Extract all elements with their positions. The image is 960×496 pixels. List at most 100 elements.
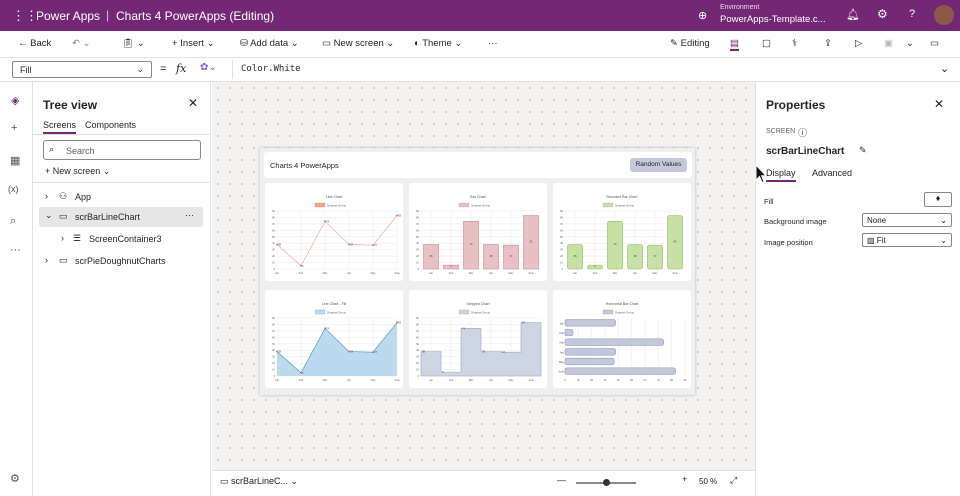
bar <box>587 264 603 270</box>
legend-label: Dataset Demo <box>615 311 635 315</box>
tick-label: 40 <box>416 348 419 352</box>
tree-item-scrpiedoughnutcharts[interactable]: › ▭ scrPieDoughnutCharts <box>39 252 203 270</box>
data-label: 6 <box>450 264 452 268</box>
chart-title: Line Chart <box>326 195 343 199</box>
zoom-in-button[interactable]: + <box>682 474 688 484</box>
tree-view-title: Tree view <box>43 98 98 112</box>
property-dropdown[interactable]: Fill ⌄ <box>12 61 152 78</box>
data-label: 37 <box>510 254 513 258</box>
random-values-button[interactable]: Random Values <box>630 158 687 172</box>
tree-view-toggle-icon[interactable]: ▤ <box>730 38 739 51</box>
tab-display[interactable]: Display <box>766 168 796 182</box>
tick-label: Apr <box>489 378 493 382</box>
edit-icon[interactable]: ✎ <box>859 145 867 155</box>
background-image-label: Background image <box>764 217 827 226</box>
more-icon[interactable]: ··· <box>185 210 194 220</box>
editing-button[interactable]: ✎ Editing <box>670 38 710 49</box>
chevron-down-icon[interactable]: ⌄ <box>45 210 53 220</box>
zoom-slider[interactable] <box>576 479 636 486</box>
image-position-dropdown[interactable]: ▨ Fit ⌄ <box>862 233 952 247</box>
area-fill <box>277 322 397 376</box>
theme-button[interactable]: ◐ Theme ⌄ <box>414 38 463 49</box>
data-icon[interactable]: ▦ <box>10 155 21 167</box>
tick-label: 40 <box>560 241 563 245</box>
tick-label: 70 <box>272 222 275 226</box>
add-data-button[interactable]: ⛁ Add data ⌄ <box>240 38 299 49</box>
paste-icon[interactable]: 📋︎ ⌄ <box>122 38 145 49</box>
tick-label: May <box>371 378 377 382</box>
app-checker-icon[interactable]: ⚕ <box>792 38 798 49</box>
publish-icon[interactable]: ▭ <box>930 38 939 49</box>
gear-icon[interactable]: ⚙ <box>877 7 888 21</box>
close-icon[interactable]: ✕ <box>934 97 945 111</box>
legend-label: Dataset Demo <box>615 204 635 208</box>
tab-screens[interactable]: Screens <box>43 120 77 134</box>
bell-icon[interactable]: 🔔︎ <box>846 9 860 21</box>
environment-picker[interactable]: PowerApps-Template.c... <box>720 14 826 25</box>
zoom-slider-thumb[interactable] <box>602 479 610 486</box>
insert-icon[interactable]: + <box>11 122 18 134</box>
properties-title: Properties <box>766 98 826 112</box>
zoom-level: 50 % <box>699 477 718 486</box>
data-label: 38 <box>422 350 425 354</box>
close-icon[interactable]: ✕ <box>188 96 199 110</box>
tick-label: 80 <box>670 378 673 382</box>
tick-label: 80 <box>272 322 275 326</box>
background-image-dropdown[interactable]: None ⌄ <box>862 213 952 227</box>
chevron-right-icon[interactable]: › <box>45 255 48 265</box>
comment-icon[interactable]: ▢ <box>762 38 771 49</box>
app-screen: Charts 4 PowerApps Random Values Line Ch… <box>260 148 695 395</box>
tree-item-app[interactable]: › ⚇ App <box>39 188 203 206</box>
save-dropdown-icon[interactable]: ⌄ <box>906 38 914 49</box>
search-input[interactable]: ⌕ Search <box>43 140 201 160</box>
tick-label: 20 <box>590 378 593 382</box>
tree-item-scrbarlinechart[interactable]: ⌄ ▭ scrBarLineChart ··· <box>39 207 203 227</box>
tree-item-screencontainer3[interactable]: › ☰ ScreenContainer3 <box>39 230 203 248</box>
environment-label: Environment <box>720 4 760 11</box>
legend-label: Dataset Demo <box>327 204 347 208</box>
tab-components[interactable]: Components <box>85 120 137 130</box>
screen-selector[interactable]: ▭ scrBarLineC... ⌄ <box>220 476 299 486</box>
undo-icon[interactable]: ↶ ⌄ <box>72 38 91 49</box>
help-icon[interactable]: ? <box>909 8 916 20</box>
share-icon[interactable]: ⇪ <box>824 38 832 49</box>
title-bar: ⋮⋮ Power Apps | Charts 4 PowerApps (Edit… <box>0 0 960 31</box>
avatar[interactable] <box>934 5 954 25</box>
more-button[interactable]: ··· <box>488 38 498 49</box>
tick-label: 40 <box>272 241 275 245</box>
tick-label: Jan <box>275 378 280 382</box>
insert-button[interactable]: + Insert ⌄ <box>172 38 215 49</box>
back-button[interactable]: ← Back <box>18 38 52 49</box>
search-icon[interactable]: ⌕ <box>10 215 17 227</box>
fill-color-picker[interactable]: ♦ <box>924 192 952 207</box>
zoom-out-button[interactable]: — <box>557 475 566 485</box>
bar <box>567 244 583 270</box>
app-launcher-icon[interactable]: ⋮⋮ <box>12 8 38 23</box>
design-canvas[interactable]: Charts 4 PowerApps Random Values Line Ch… <box>212 82 755 470</box>
equals-sign: = <box>160 63 167 75</box>
bar <box>483 244 499 270</box>
expand-formula-icon[interactable]: ⌄ <box>940 63 950 75</box>
data-point <box>324 327 326 330</box>
left-rail: ◈ + ▦ (x) ⌕ ··· ⚙ <box>0 82 33 496</box>
tick-label: Mar <box>613 271 618 275</box>
fit-screen-icon[interactable]: ⤢ <box>730 475 738 485</box>
chevron-right-icon[interactable]: › <box>61 233 64 243</box>
title-separator: | <box>106 8 110 22</box>
tick-label: 90 <box>560 209 563 213</box>
chart-card: Horizontal Bar Chart Dataset Demo 0 10 20 30 4… <box>553 290 691 388</box>
tick-label: 20 <box>272 254 275 258</box>
new-screen-button[interactable]: ▭ New screen ⌄ <box>322 38 395 49</box>
chart-card: Rounded Bar Chart Dataset Demo 0 10 20 30 40 50… <box>553 183 691 281</box>
save-icon[interactable]: ▣ <box>884 38 893 49</box>
variables-icon[interactable]: (x) <box>8 184 19 194</box>
tab-advanced[interactable]: Advanced <box>812 168 853 178</box>
formula-input[interactable]: Color.White <box>232 60 932 79</box>
settings-icon[interactable]: ⚙ <box>10 473 20 485</box>
copilot-icon[interactable]: ✿⌄ <box>200 62 217 73</box>
chevron-right-icon[interactable]: › <box>45 191 48 201</box>
more-icon[interactable]: ··· <box>10 244 21 256</box>
layers-icon[interactable]: ◈ <box>11 95 20 107</box>
new-screen-button[interactable]: + New screen ⌄ <box>45 166 111 176</box>
play-icon[interactable]: ▷ <box>855 38 863 49</box>
